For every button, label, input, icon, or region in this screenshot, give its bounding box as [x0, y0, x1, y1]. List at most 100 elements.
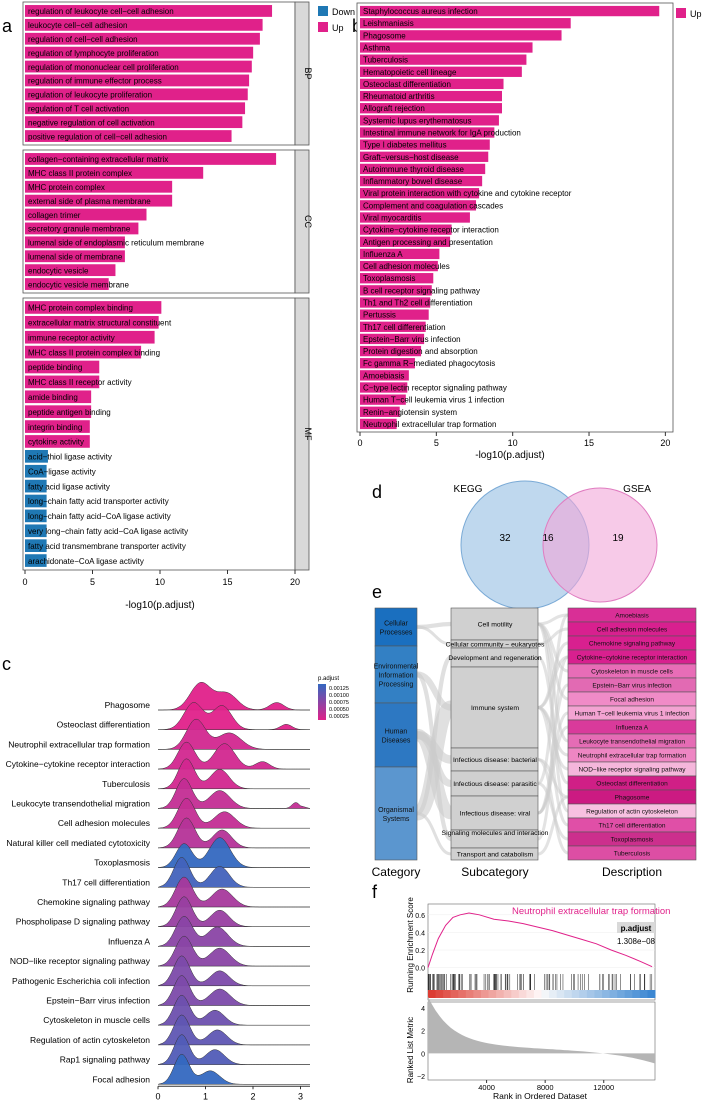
go-bar: [25, 464, 47, 478]
panel-label-c: c: [2, 654, 11, 674]
go-bar: [25, 316, 159, 329]
go-term-label: lumenal side of membrane: [28, 252, 123, 261]
kegg-bar: [360, 115, 499, 126]
go-bar: [25, 166, 204, 179]
go-term-label: collagen−containing extracellular matrix: [28, 155, 168, 164]
kegg-term-label: B cell receptor signaling pathway: [363, 286, 480, 295]
go-bar: [25, 236, 125, 249]
go-term-label: lumenal side of endoplasmic reticulum me…: [28, 239, 205, 248]
go-bar: [25, 18, 263, 31]
gsea-color-strip: [496, 990, 505, 998]
sankey-description-label: NOD−like receptor signaling pathway: [578, 767, 686, 774]
go-term-label: MHC class II protein complex: [28, 169, 132, 178]
sankey-axis-subcategory: Subcategory: [461, 865, 528, 879]
go-bar: [25, 102, 246, 115]
sankey-flow: [413, 700, 455, 821]
go-facet-strip-mf: [294, 297, 310, 571]
go-term-label: regulation of leukocyte proliferation: [28, 91, 152, 100]
sankey-description-label: Leukocyte transendothelial migration: [579, 739, 685, 746]
kegg-bar-chart: Staphylococcus aureus infection Leishmani…: [356, 2, 674, 448]
kegg-term-label: C−type lectin receptor signaling pathway: [363, 384, 507, 393]
sankey-description-label: Neutrophil extracellular trap formation: [578, 753, 687, 760]
sankey-flow: [537, 656, 569, 785]
ridge-density: [157, 797, 310, 829]
go-xtick-label: 5: [90, 577, 95, 587]
sankey-category-node: [374, 702, 418, 768]
sankey-subcategory-label: Infectious disease: parasitic: [453, 781, 537, 788]
go-bar: [25, 32, 260, 45]
go-term-label: very long−chain fatty acid−CoA ligase ac…: [28, 527, 188, 536]
panel-label-e: e: [372, 582, 382, 602]
go-term-label: long−chain fatty acid transporter activi…: [28, 497, 169, 506]
go-term-label: external side of plasma membrane: [28, 197, 151, 206]
kegg-term-label: Tuberculosis: [363, 56, 408, 65]
sankey-category-label: Cellular: [384, 621, 408, 628]
sankey-category-label: Human: [385, 729, 408, 736]
ridge-density: [157, 778, 311, 809]
ridge-label: Natural killer cell mediated cytotoxicit…: [6, 838, 150, 848]
kegg-bar: [360, 260, 438, 272]
go-term-label: acid−thiol ligase activity: [28, 453, 112, 462]
go-bar: [25, 345, 142, 359]
kegg-bar: [360, 236, 451, 247]
go-bar: [25, 420, 90, 433]
sankey-subcategory-node: [450, 666, 539, 749]
go-term-label: integrin binding: [28, 423, 82, 432]
sankey-subcategory-label: Cell motility: [478, 622, 513, 629]
ridge-xtick-label: 2: [250, 1091, 255, 1101]
kegg-bar: [360, 418, 397, 430]
go-bar: [25, 301, 162, 314]
go-term-label: endocytic vesicle membrane: [28, 280, 129, 289]
panel-label-a: a: [2, 16, 13, 36]
ridge-density: [157, 741, 310, 770]
go-bar: [25, 435, 90, 448]
go-facet-strip-bp: [294, 1, 310, 146]
ridge-label: Influenza A: [108, 936, 150, 946]
kegg-term-label: Intestinal immune network for IgA produc…: [363, 129, 521, 138]
sankey-flow: [537, 795, 569, 856]
ridge-density: [157, 1014, 310, 1046]
go-term-label: peptide binding: [28, 363, 82, 372]
go-bar: [25, 524, 47, 538]
ridge-density: [157, 896, 310, 927]
kegg-bar: [360, 345, 422, 357]
ridge-density: [158, 682, 310, 711]
go-term-label: regulation of lymphocyte proliferation: [28, 49, 159, 58]
kegg-bar: [360, 224, 452, 235]
kegg-bar: [360, 200, 477, 211]
kegg-term-label: Renin−angiotensin system: [363, 408, 457, 417]
ridge-density: [157, 916, 310, 947]
kegg-term-label: Pertussis: [363, 311, 396, 320]
sankey-category-label: Diseases: [382, 738, 411, 745]
kegg-term-label: Viral myocarditis: [363, 214, 422, 223]
gsea-color-strip: [526, 990, 535, 998]
ridge-label: Osteoclast differentiation: [57, 720, 151, 730]
kegg-term-label: Asthma: [363, 44, 391, 53]
ridge-label: Neutrophil extracellular trap formation: [8, 739, 150, 749]
go-bar-chart: BP regulation of leukocyte cell−cell adhe…: [22, 1, 313, 587]
kegg-bar: [360, 139, 490, 150]
go-facet-name: CC: [303, 215, 313, 228]
go-bar: [25, 5, 273, 17]
ridge-label: Phagosome: [105, 700, 151, 710]
sankey-flow: [537, 725, 569, 815]
sankey-description-label: Focal adhesion: [610, 697, 654, 704]
gsea-ytick-bottom-label: 0: [421, 1051, 425, 1058]
ridge-density: [157, 876, 310, 908]
go-xtick-label: 0: [22, 577, 27, 587]
venn-diagram: KEGG GSEA 32 16 19: [454, 480, 658, 610]
kegg-term-label: Leishmaniasis: [363, 19, 414, 28]
legend-swatch-up: [318, 22, 328, 32]
gsea-color-strip: [511, 990, 520, 998]
kegg-xlabel: -log10(p.adjust): [475, 450, 544, 461]
kegg-bar: [360, 297, 431, 308]
go-xtick-label: 20: [290, 577, 300, 587]
gsea-color-strip: [594, 990, 603, 998]
go-term-label: MHC protein complex binding: [28, 304, 133, 313]
kegg-term-label: Antigen processing and presentation: [363, 238, 493, 247]
gsea-color-strip: [465, 990, 474, 998]
kegg-term-label: Osteoclast differentiation: [363, 80, 451, 89]
sankey-category-label: Environmental: [374, 664, 419, 671]
sankey-description-label: Cytoskeleton in muscle cells: [591, 669, 673, 676]
kegg-term-label: Influenza A: [363, 250, 403, 259]
